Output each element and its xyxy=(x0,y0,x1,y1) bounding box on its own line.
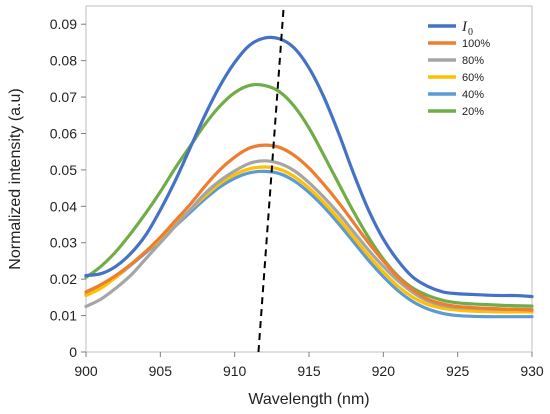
y-tick-label: 0.05 xyxy=(50,162,77,178)
y-tick-label: 0.03 xyxy=(50,235,77,251)
x-axis-title: Wavelength (nm) xyxy=(248,391,369,408)
y-tick-label: 0.09 xyxy=(50,16,77,32)
y-tick-label: 0.07 xyxy=(50,89,77,105)
y-tick-label: 0.06 xyxy=(50,125,77,141)
legend-label-sub-i0: 0 xyxy=(468,27,473,38)
x-tick-label: 905 xyxy=(149,363,173,379)
x-tick-label: 915 xyxy=(297,363,321,379)
series-line-80pct xyxy=(84,159,534,312)
series-line-100pct xyxy=(84,143,534,312)
legend-label-40pct: 40% xyxy=(462,89,484,101)
legend-label-60pct: 60% xyxy=(462,72,484,84)
legend-label-i0: I xyxy=(461,19,468,35)
legend-label-100pct: 100% xyxy=(462,38,490,50)
y-tick-label: 0.08 xyxy=(50,53,77,69)
legend-label-80pct: 80% xyxy=(462,55,484,67)
x-tick-label: 925 xyxy=(446,363,470,379)
y-axis-title: Normalized intensity (a.u) xyxy=(7,88,24,269)
x-tick-label: 930 xyxy=(520,363,544,379)
x-tick-label: 920 xyxy=(372,363,396,379)
series-line-20pct xyxy=(84,82,534,308)
series-lines xyxy=(84,35,534,319)
peak-shift-dashed-line xyxy=(257,5,285,353)
x-tick-label: 910 xyxy=(223,363,247,379)
y-tick-label: 0 xyxy=(69,344,77,360)
series-line-60pct xyxy=(84,165,534,314)
series-line-i0 xyxy=(84,35,534,299)
x-tick-label: 900 xyxy=(74,363,98,379)
y-axis-ticks: 0 0.01 0.02 0.03 0.04 0.05 0.06 0.07 0.08 0.09 xyxy=(50,16,86,360)
x-axis-ticks: 900 905 910 915 920 925 930 xyxy=(74,352,544,379)
legend-label-20pct: 20% xyxy=(462,106,484,118)
y-tick-label: 0.01 xyxy=(50,308,77,324)
y-tick-label: 0.04 xyxy=(50,198,77,214)
y-tick-label: 0.02 xyxy=(50,271,77,287)
